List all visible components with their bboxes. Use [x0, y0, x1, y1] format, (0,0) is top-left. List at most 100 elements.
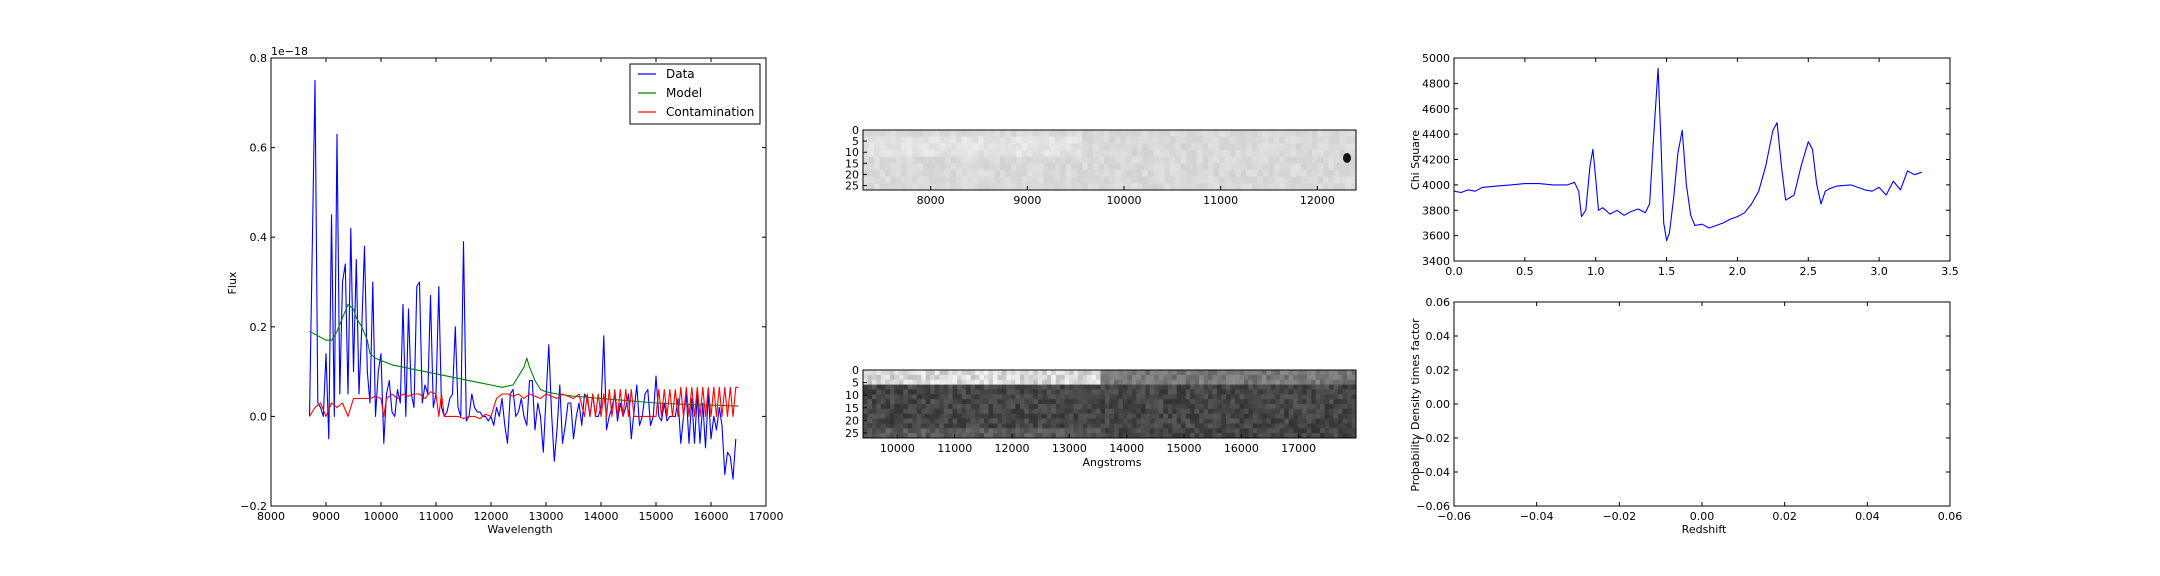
spectrum-image-bottom-pixel	[961, 374, 967, 381]
spectrum-image-top-pixel	[945, 183, 952, 191]
spectrum-image-top-pixel	[1005, 156, 1012, 164]
spectrum-image-bottom-pixel	[1333, 423, 1339, 429]
spectrum-image-top-pixel	[1180, 156, 1187, 164]
spectrum-image-bottom-pixel	[1230, 374, 1236, 381]
spectrum-image-bottom-pixel	[1024, 374, 1030, 381]
spectrum-image-bottom-pixel	[1221, 384, 1227, 390]
spectrum-image-bottom-pixel	[1033, 413, 1039, 420]
spectrum-image-top-pixel	[1060, 163, 1067, 171]
spectrum-image-bottom-pixel	[1230, 370, 1236, 376]
spectrum-image-bottom-pixel	[867, 374, 873, 381]
spectrum-image-bottom-pixel	[1329, 433, 1335, 439]
spectrum-image-bottom-pixel	[1122, 374, 1128, 381]
spectrum-image-bottom-pixel	[1235, 379, 1240, 386]
y-tick-label: 25	[845, 427, 859, 440]
spectrum-image-top-pixel	[1131, 176, 1138, 184]
spectrum-image-bottom-pixel	[912, 408, 918, 415]
spectrum-image-bottom-pixel	[1167, 379, 1173, 386]
spectrum-image-bottom-pixel	[1329, 404, 1335, 410]
spectrum-image-top-pixel	[1301, 143, 1308, 151]
spectrum-image-bottom-pixel	[1320, 423, 1326, 429]
spectrum-image-top-pixel	[950, 156, 957, 164]
x-tick-label: 10000	[880, 442, 915, 455]
spectrum-image-bottom-pixel	[1257, 370, 1263, 376]
spectrum-image-top-pixel	[1301, 176, 1308, 184]
spectrum-image-top-pixel	[1065, 156, 1072, 164]
spectrum-image-bottom-pixel	[1302, 374, 1308, 381]
spectrum-image-bottom-pixel	[907, 370, 913, 376]
spectrum-image-bottom-pixel	[948, 428, 954, 434]
spectrum-image-top-pixel	[1098, 143, 1105, 151]
spectrum-image-bottom-pixel	[1284, 379, 1290, 386]
spectrum-image-bottom-pixel	[1087, 374, 1093, 381]
spectrum-image-bottom-pixel	[1190, 413, 1196, 420]
spectrum-image-bottom-pixel	[1042, 404, 1048, 410]
spectrum-image-bottom-pixel	[1284, 433, 1290, 439]
spectrum-image-bottom-pixel	[1055, 413, 1061, 420]
spectrum-image-bottom-pixel	[1140, 433, 1146, 439]
spectrum-image-bottom-pixel	[1167, 413, 1173, 420]
spectrum-image-top-pixel	[999, 156, 1006, 164]
spectrum-image-bottom-pixel	[863, 418, 868, 424]
spectrum-image-bottom-pixel	[867, 384, 873, 390]
spectrum-image-top-pixel	[1060, 136, 1067, 144]
spectrum-image-top-pixel	[1038, 143, 1045, 151]
spectrum-image-bottom-pixel	[1167, 374, 1173, 381]
spectrum-image-top-pixel	[1301, 136, 1308, 144]
spectrum-image-bottom-pixel	[1248, 374, 1254, 381]
spectrum-image-bottom-pixel	[876, 379, 882, 386]
spectrum-image-bottom-pixel	[1069, 379, 1075, 386]
spectrum-image-top-pixel	[1230, 156, 1236, 164]
spectrum-image-top-pixel	[1197, 183, 1204, 191]
spectrum-image-top-pixel	[1295, 156, 1302, 164]
spectrum-image-top-pixel	[1021, 143, 1028, 151]
spectrum-image-top-pixel	[1032, 170, 1039, 178]
spectrum-image-top-pixel	[989, 183, 995, 191]
spectrum-image-top-pixel	[923, 136, 930, 144]
spectrum-image-bottom-pixel	[903, 379, 909, 386]
spectrum-image-bottom-pixel	[975, 413, 980, 420]
spectrum-image-bottom-pixel	[1069, 370, 1075, 376]
spectrum-image-bottom-pixel	[1082, 389, 1088, 395]
spectrum-image-bottom-pixel	[921, 389, 927, 395]
spectrum-image-bottom-pixel	[903, 433, 909, 439]
spectrum-image-bottom-pixel	[1096, 379, 1102, 386]
spectrum-image-top-pixel	[950, 176, 957, 184]
spectrum-image-bottom-pixel	[943, 408, 949, 415]
spectrum-image-top-pixel	[901, 130, 908, 138]
spectrum-image-top-pixel	[1202, 136, 1209, 144]
spectrum-image-bottom-pixel	[863, 404, 868, 410]
spectrum-image-bottom-pixel	[889, 374, 895, 381]
spectrum-image-bottom-pixel	[903, 404, 909, 410]
spectrum-image-top-pixel	[934, 176, 941, 184]
spectrum-image-top-pixel	[1147, 143, 1154, 151]
spectrum-image-top-pixel	[1345, 176, 1351, 184]
spectrum-image-top-pixel	[1010, 150, 1017, 158]
spectrum-image-bottom-pixel	[925, 399, 931, 405]
spectrum-image-bottom-pixel	[898, 374, 904, 381]
spectrum-image-bottom-pixel	[1284, 418, 1290, 424]
spectrum-image-bottom-pixel	[925, 379, 931, 386]
spectrum-image-bottom-pixel	[1118, 404, 1124, 410]
spectrum-image-top-pixel	[1010, 163, 1017, 171]
spectrum-image-bottom-pixel	[948, 374, 954, 381]
spectrum-image-bottom-pixel	[930, 423, 936, 429]
spectrum-image-bottom-pixel	[1158, 423, 1164, 429]
spectrum-image-bottom-pixel	[1311, 379, 1317, 386]
spectrum-image-top-pixel	[1197, 150, 1204, 158]
spectrum-image-top-pixel	[1169, 183, 1176, 191]
spectrum-image-bottom-pixel	[894, 370, 900, 376]
spectrum-image-bottom-pixel	[1096, 413, 1102, 420]
spectrum-image-bottom-pixel	[1284, 413, 1290, 420]
spectrum-image-top-pixel	[1021, 163, 1028, 171]
spectrum-image-top-pixel	[978, 136, 984, 144]
spectrum-image-bottom-pixel	[1073, 418, 1079, 424]
spectrum-image-bottom-pixel	[1006, 428, 1012, 434]
spectrum-image-top-pixel	[917, 170, 924, 178]
spectrum-image-top-pixel	[890, 143, 897, 151]
spectrum-image-top-pixel	[1087, 183, 1094, 191]
spectrum-image-top-pixel	[901, 136, 908, 144]
spectrum-image-top-pixel	[1065, 130, 1072, 138]
spectrum-image-bottom-pixel	[1069, 374, 1075, 381]
spectrum-image-top-pixel	[1339, 150, 1346, 158]
